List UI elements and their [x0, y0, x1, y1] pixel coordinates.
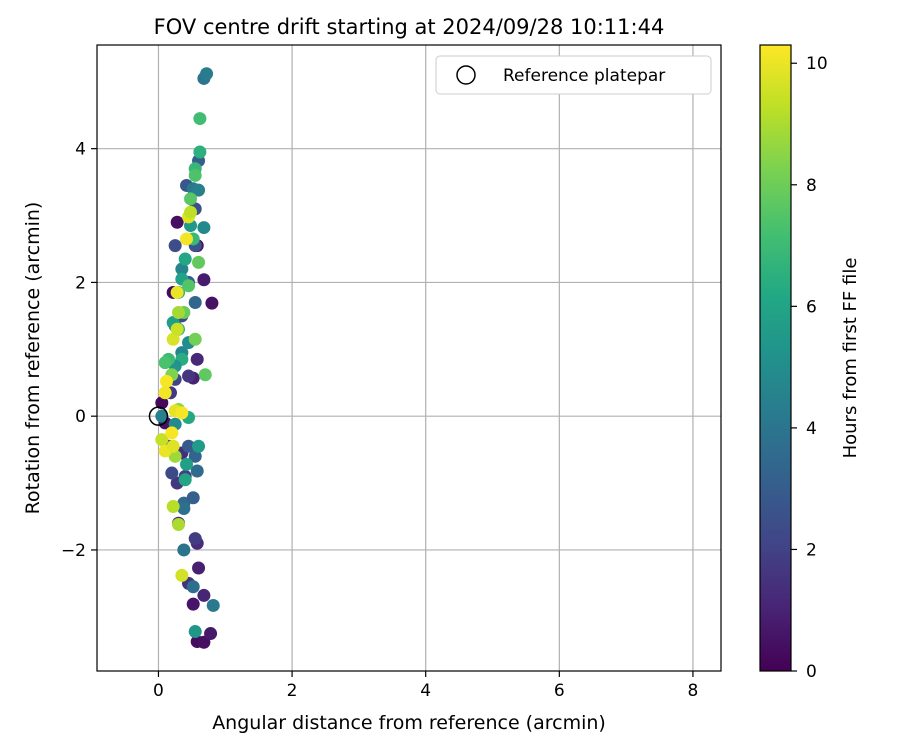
data-point — [182, 279, 196, 293]
data-point — [193, 112, 207, 126]
data-point — [186, 580, 200, 594]
y-tick-label: 4 — [75, 140, 86, 160]
colorbar-label: Hours from first FF file — [840, 258, 861, 459]
data-point — [190, 464, 204, 478]
data-point — [170, 215, 184, 229]
data-point — [180, 232, 194, 246]
plot-background — [97, 45, 721, 671]
colorbar-tick-label: 2 — [806, 540, 817, 560]
y-axis-label: Rotation from reference (arcmin) — [22, 202, 44, 515]
data-point — [158, 386, 172, 400]
x-tick-label: 4 — [420, 681, 431, 701]
data-point — [205, 296, 219, 310]
data-point — [186, 491, 200, 505]
y-tick-label: −2 — [61, 541, 86, 561]
data-point — [188, 625, 202, 639]
colorbar-tick-label: 4 — [806, 419, 817, 439]
x-tick-label: 2 — [287, 681, 298, 701]
data-point — [165, 466, 179, 480]
colorbar-ticks: 0 2 4 6 8 10 — [791, 54, 828, 682]
x-tick-label: 8 — [688, 681, 699, 701]
y-tick-label: 0 — [75, 407, 86, 427]
colorbar-gradient — [760, 45, 791, 671]
plot-frame — [96, 44, 722, 672]
data-point — [178, 252, 192, 266]
data-point — [206, 598, 220, 612]
data-point — [204, 627, 218, 641]
data-point — [197, 221, 211, 235]
data-point — [177, 501, 191, 515]
data-point — [166, 499, 180, 513]
data-point — [165, 426, 179, 440]
scatter-points — [155, 67, 220, 649]
data-point — [192, 255, 206, 269]
colorbar-tick-label: 10 — [806, 54, 828, 74]
data-point — [158, 356, 172, 370]
data-point — [188, 332, 202, 346]
data-point — [170, 285, 184, 299]
data-point — [192, 439, 206, 453]
data-point — [172, 518, 186, 532]
data-point — [197, 588, 211, 602]
data-point — [172, 306, 186, 320]
data-point — [168, 449, 182, 463]
data-point — [175, 262, 189, 276]
data-point — [193, 145, 207, 159]
colorbar-frame — [759, 44, 792, 672]
data-point — [155, 396, 169, 410]
y-axis-ticks: −2 0 2 4 — [61, 140, 97, 561]
legend-box — [435, 55, 712, 95]
data-point — [177, 543, 191, 557]
colorbar-tick-label: 0 — [806, 662, 817, 682]
data-point — [186, 597, 200, 611]
y-tick-label: 2 — [75, 273, 86, 293]
data-point — [180, 457, 194, 471]
legend-label: Reference platepar — [503, 66, 665, 86]
reference-platepar-marker — [148, 406, 169, 426]
data-point — [175, 406, 189, 420]
data-point — [166, 332, 180, 346]
data-point — [178, 473, 192, 487]
data-point — [190, 352, 204, 366]
data-point — [159, 374, 173, 388]
data-point — [155, 433, 169, 447]
colorbar: 0 2 4 6 8 10 Hours from first FF file — [759, 44, 861, 682]
data-point — [182, 369, 196, 383]
x-axis-label: Angular distance from reference (arcmin) — [212, 712, 606, 734]
data-point — [198, 368, 212, 382]
data-point — [184, 192, 198, 206]
data-point — [182, 439, 196, 453]
data-point — [184, 205, 198, 219]
data-point — [168, 239, 182, 253]
data-point — [188, 295, 202, 309]
x-tick-label: 6 — [554, 681, 565, 701]
grid — [97, 45, 721, 671]
data-point — [175, 568, 189, 582]
legend-marker — [456, 65, 476, 85]
legend: Reference platepar — [435, 55, 712, 95]
data-point — [188, 168, 202, 182]
data-point — [197, 273, 211, 287]
colorbar-tick-label: 6 — [806, 297, 817, 317]
data-point — [166, 439, 180, 453]
data-point — [192, 561, 206, 575]
data-point — [192, 183, 206, 197]
x-tick-label: 0 — [153, 681, 164, 701]
colorbar-tick-label: 8 — [806, 176, 817, 196]
data-point — [200, 67, 214, 81]
data-point — [188, 449, 202, 463]
data-point — [155, 409, 169, 423]
data-point — [188, 532, 202, 546]
chart-title: FOV centre drift starting at 2024/09/28 … — [154, 15, 665, 39]
x-axis-ticks: 0 2 4 6 8 — [153, 671, 698, 701]
data-point — [170, 322, 184, 336]
